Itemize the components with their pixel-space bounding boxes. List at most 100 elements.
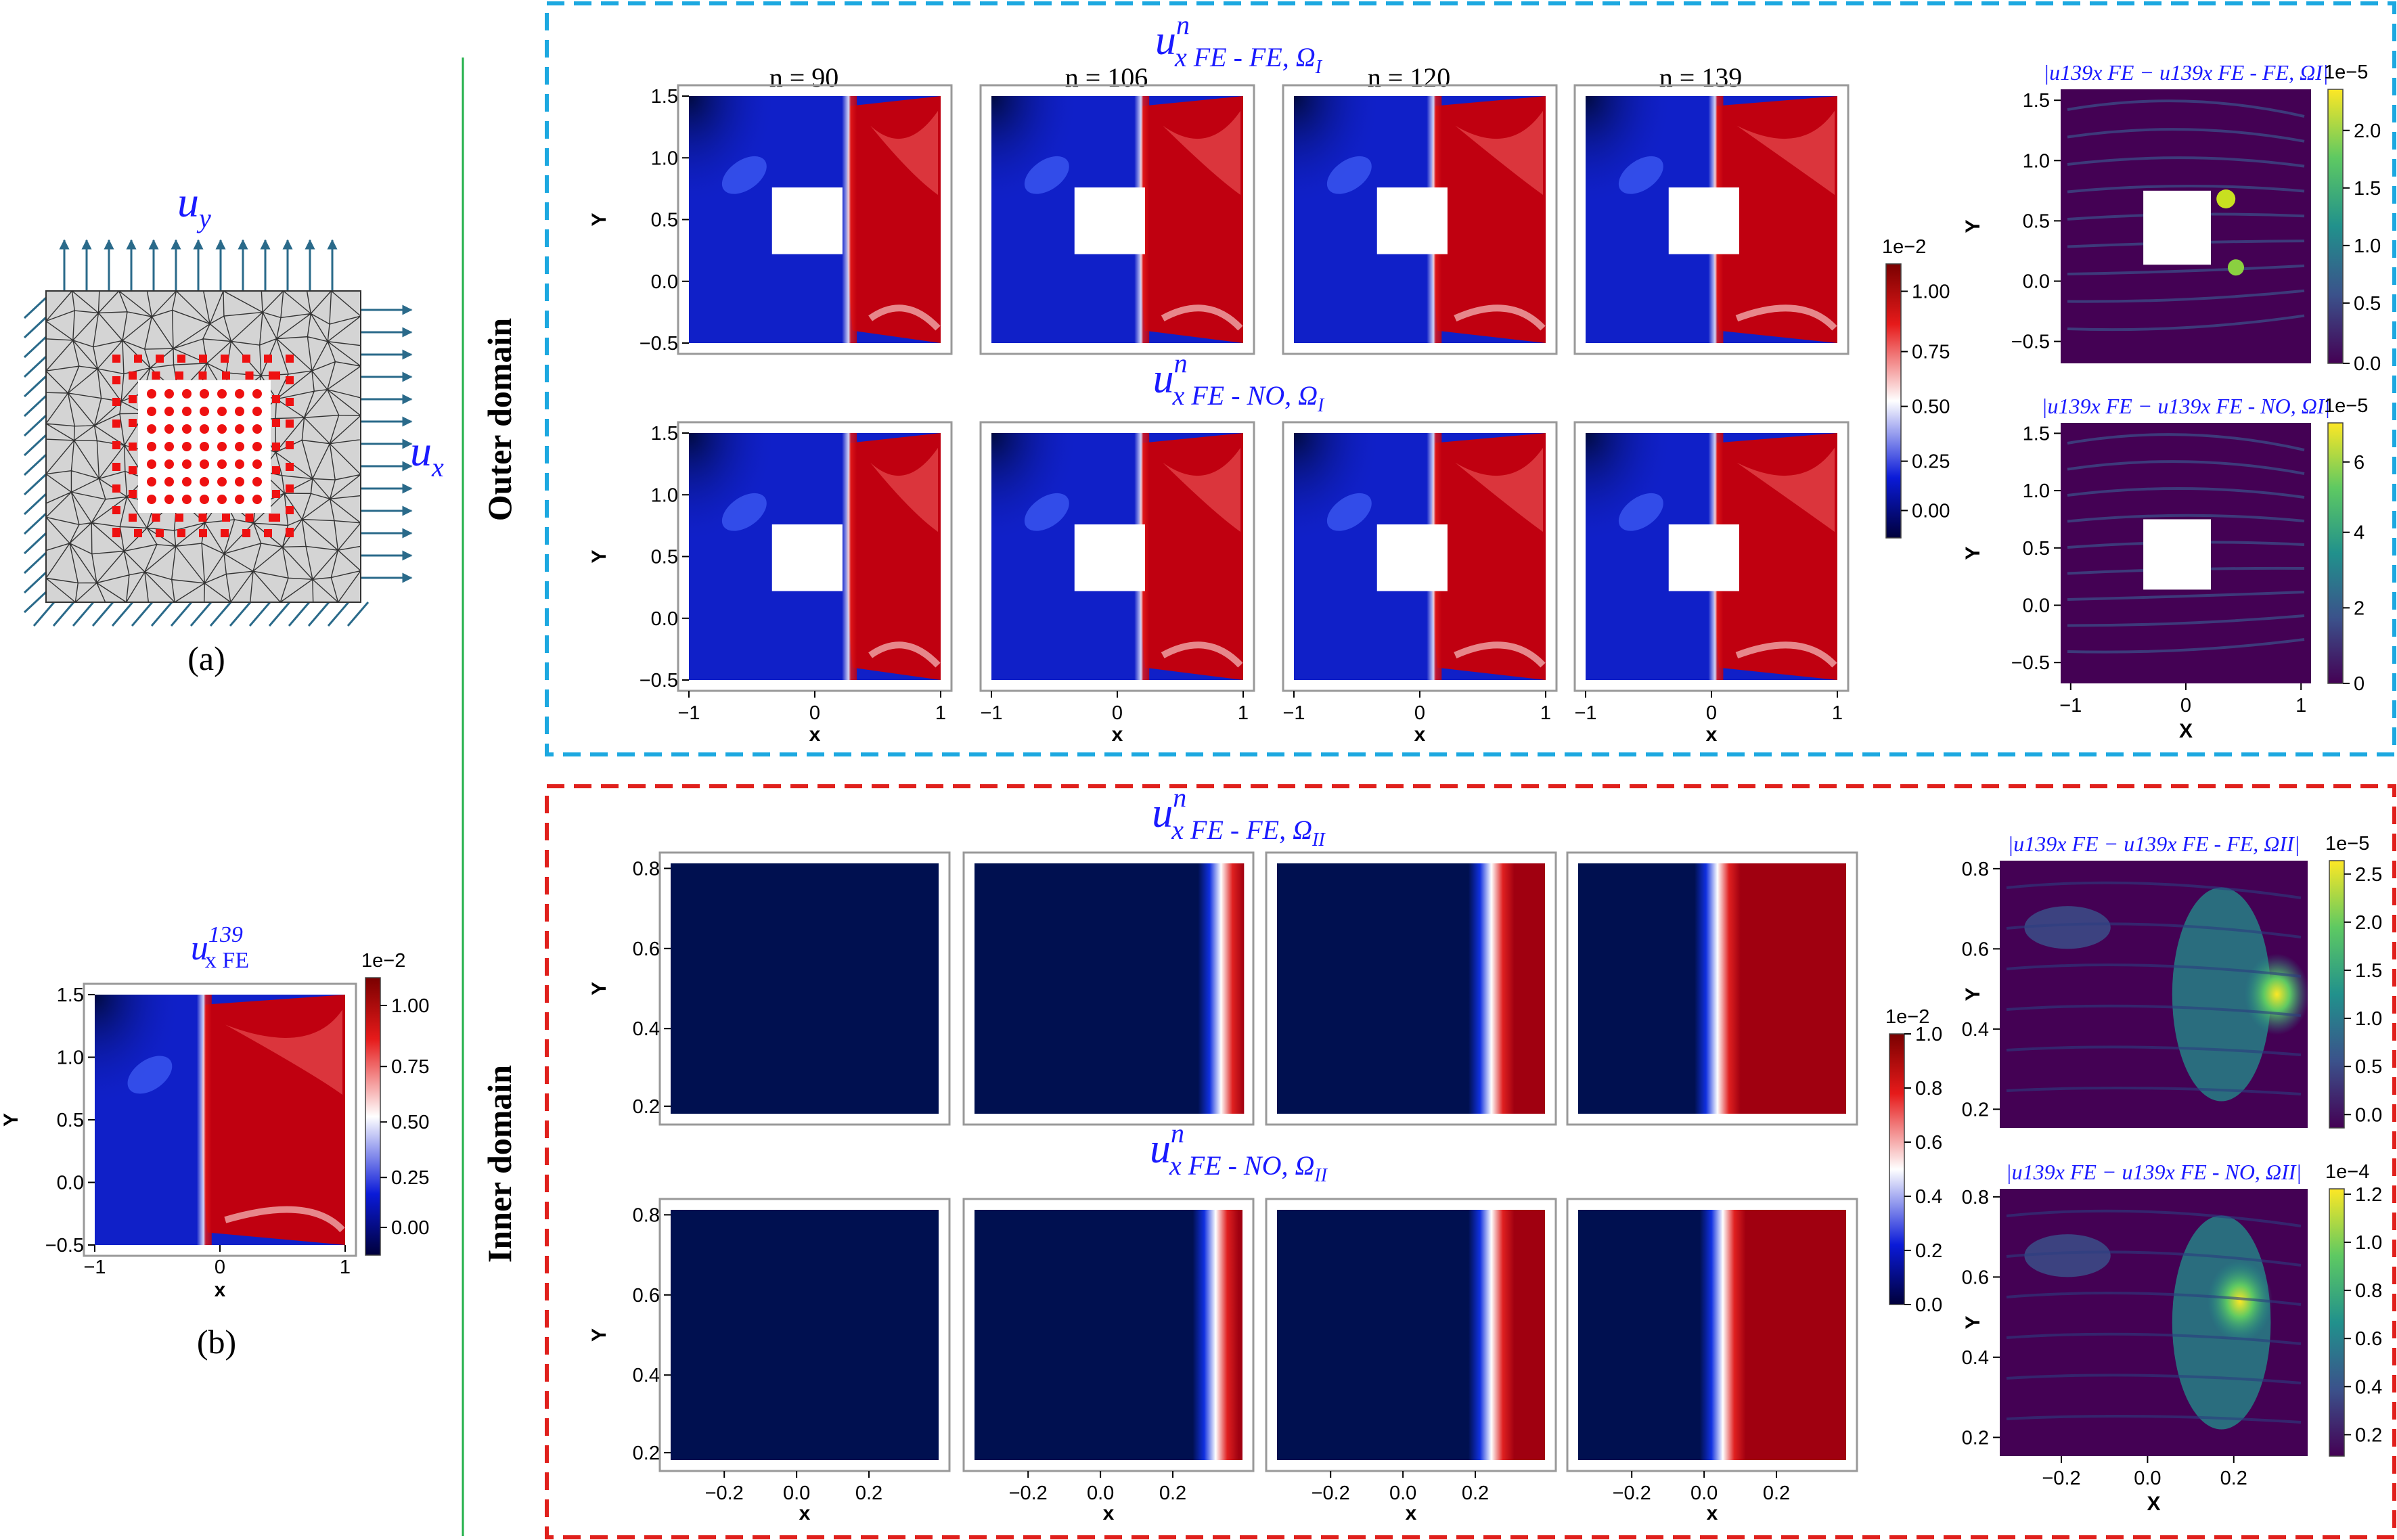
inner-node (252, 389, 262, 399)
subplot-frame (658, 851, 951, 1126)
interface-node (286, 463, 294, 471)
inner-node (235, 459, 244, 469)
inner-node (200, 459, 209, 469)
hatch-mark (23, 591, 47, 614)
hatch-mark (23, 532, 47, 555)
x-tick-label: 0.2 (1462, 1482, 1489, 1504)
inner-node (217, 459, 227, 469)
interface-node (221, 355, 229, 363)
subplot-frame (1282, 84, 1558, 355)
hatch-mark (346, 602, 369, 627)
field-front (842, 433, 857, 680)
colorbar-tick-label: 0.8 (2355, 1280, 2382, 1302)
inner-colorbar: 1e−21.0 0.8 0.6 0.4 0.2 0.0 (1885, 1006, 1942, 1316)
error-contour (2067, 289, 2305, 303)
error-hotspot (2207, 1260, 2272, 1342)
x-axis-label: x (1706, 723, 1718, 746)
field-hole (771, 524, 843, 591)
x-tick-label: −1 (677, 702, 700, 724)
interface-node (129, 419, 137, 427)
field-highlight (224, 1206, 345, 1233)
error-title: |u139x FE − u139x FE - NO, ΩI| (2042, 394, 2331, 418)
interface-nodes (112, 355, 294, 537)
x-axis-label: x (1406, 1502, 1417, 1524)
field-highlight (1161, 641, 1243, 668)
y-tick-label: 0.0 (651, 271, 678, 293)
subplot-frame (962, 1198, 1255, 1472)
subplot-frame (962, 851, 1255, 1126)
hatch-mark (23, 571, 47, 594)
y-tick-label: −0.5 (2011, 332, 2050, 353)
colorbar-tick-label: 1.0 (2354, 235, 2381, 257)
interface-node (286, 441, 294, 449)
field-front (842, 96, 857, 343)
error-contour (2067, 638, 2305, 654)
y-tick-label: −0.5 (640, 670, 678, 692)
field-highlight (1454, 304, 1546, 331)
interface-node (221, 529, 229, 537)
colorbar-tick-label: 0.00 (391, 1217, 429, 1239)
interface-node (177, 529, 185, 537)
y-tick-label: 1.5 (2023, 90, 2050, 112)
colorbar-tick-label: 1.2 (2355, 1184, 2382, 1206)
hatch-mark (23, 336, 47, 359)
hatch-mark (72, 602, 95, 627)
error-contour (2067, 614, 2305, 627)
colorbar-gradient (2327, 89, 2344, 364)
y-tick-label: 0.2 (1962, 1427, 1989, 1449)
y-tick-label: 1.5 (651, 423, 678, 445)
field-streak (721, 493, 767, 531)
x-tick-label: 0.0 (783, 1482, 810, 1504)
inner-node (217, 442, 227, 451)
field-streak (1326, 493, 1372, 531)
interface-node (286, 484, 294, 493)
x-tick-label: −1 (2059, 695, 2082, 717)
interface-node (112, 441, 120, 449)
y-tick-label: 0.2 (633, 1096, 660, 1118)
x-tick-label: 1 (340, 1256, 351, 1278)
inner-node (235, 495, 244, 504)
inner-node (252, 459, 262, 469)
field-front (196, 995, 212, 1245)
y-tick-label: 1.0 (651, 148, 678, 169)
colorbar-exponent: 1e−2 (1882, 236, 1926, 258)
inner-node (182, 407, 192, 416)
inner-node (147, 442, 156, 451)
y-tick-label: 0.2 (633, 1443, 660, 1464)
colorbar-tick-label: 0.6 (2355, 1328, 2382, 1350)
field-highlight (1163, 447, 1240, 532)
hatch-mark (23, 453, 47, 476)
x-tick-label: 0 (809, 702, 820, 724)
interface-node (245, 514, 254, 522)
field-highlight (1161, 304, 1243, 331)
x-tick-label: −0.2 (1009, 1482, 1048, 1504)
hatch-mark (288, 602, 311, 627)
interface-node (242, 355, 250, 363)
colorbar-gradient (2329, 1188, 2345, 1457)
y-tick-label: 0.4 (633, 1018, 660, 1040)
error-contour (2006, 1087, 2302, 1095)
hatch-mark (111, 602, 134, 627)
svg-text:unx FE - FE, ΩII: un x FE - FE, ΩII (1152, 782, 1326, 851)
field-background (975, 863, 1242, 1114)
colorbar-tick-label: 1.5 (2355, 960, 2382, 982)
hatch-mark (131, 602, 154, 627)
field-highlight (1737, 110, 1835, 195)
hatch-mark (327, 602, 350, 627)
colorbar-exponent: 1e−2 (361, 950, 405, 972)
panel-a-mesh-schematic: uy ux (a) (23, 178, 444, 677)
left-fixed-support (23, 296, 47, 614)
y-tick-label: 1.0 (57, 1047, 84, 1069)
colorbar-gradient (2327, 422, 2344, 684)
inner-node (200, 495, 209, 504)
y-tick-label: 1.0 (2023, 150, 2050, 172)
y-tick-label: 0.0 (57, 1173, 84, 1194)
y-tick-label: 0.6 (1962, 1267, 1989, 1288)
inner-node (252, 442, 262, 451)
y-tick-label: 0.0 (2023, 271, 2050, 293)
x-axis-label: X (2179, 720, 2193, 742)
colorbar-tick-label: 0.0 (1915, 1294, 1942, 1316)
inner-node (200, 477, 209, 486)
y-axis-label: Y (588, 982, 610, 995)
colorbar-tick-label: 0.8 (1915, 1078, 1942, 1100)
